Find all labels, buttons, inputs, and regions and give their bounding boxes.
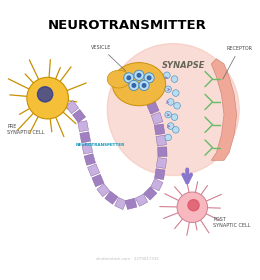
Circle shape: [167, 99, 174, 105]
Circle shape: [164, 72, 170, 79]
Text: POST
SYNAPTIC CELL: POST SYNAPTIC CELL: [213, 217, 251, 228]
Circle shape: [144, 73, 154, 83]
Circle shape: [167, 123, 174, 129]
Text: shutterstock.com · 2279017315: shutterstock.com · 2279017315: [96, 257, 159, 261]
Circle shape: [165, 86, 172, 93]
Circle shape: [147, 76, 151, 80]
Polygon shape: [115, 197, 127, 209]
Circle shape: [127, 76, 131, 80]
Circle shape: [37, 87, 53, 102]
Polygon shape: [151, 113, 163, 124]
Circle shape: [27, 77, 68, 119]
Circle shape: [142, 84, 146, 87]
Polygon shape: [92, 174, 104, 187]
Ellipse shape: [112, 63, 166, 106]
Circle shape: [188, 200, 199, 211]
Polygon shape: [125, 198, 137, 209]
Circle shape: [165, 134, 172, 141]
Polygon shape: [156, 158, 167, 168]
Polygon shape: [211, 59, 237, 160]
Polygon shape: [82, 143, 93, 154]
Circle shape: [107, 44, 239, 176]
Circle shape: [171, 76, 178, 82]
Polygon shape: [158, 147, 167, 157]
Text: RECEPTOR: RECEPTOR: [223, 46, 252, 79]
Polygon shape: [154, 124, 165, 135]
Circle shape: [174, 102, 180, 109]
Polygon shape: [73, 109, 86, 123]
Circle shape: [171, 114, 178, 120]
Polygon shape: [88, 164, 100, 176]
Polygon shape: [156, 135, 166, 146]
Text: PRE
SYNAPTIC CELL: PRE SYNAPTIC CELL: [7, 124, 44, 136]
Circle shape: [124, 73, 134, 83]
Polygon shape: [78, 121, 88, 132]
Text: SYNAPSE: SYNAPSE: [162, 61, 205, 70]
FancyArrowPatch shape: [183, 169, 191, 182]
Polygon shape: [66, 101, 79, 114]
Polygon shape: [97, 184, 110, 197]
Circle shape: [139, 80, 149, 90]
Text: VESICLE: VESICLE: [91, 45, 126, 71]
Circle shape: [129, 80, 139, 90]
Circle shape: [134, 70, 144, 80]
Circle shape: [132, 84, 136, 87]
Circle shape: [172, 90, 179, 96]
Polygon shape: [84, 154, 95, 165]
Polygon shape: [135, 194, 148, 206]
Text: NEUROTRANSMITTER: NEUROTRANSMITTER: [76, 143, 125, 147]
Circle shape: [165, 111, 172, 118]
Polygon shape: [154, 169, 165, 179]
Text: NEUROTRANSMITTER: NEUROTRANSMITTER: [48, 20, 207, 32]
Ellipse shape: [107, 70, 130, 88]
Polygon shape: [80, 132, 90, 143]
Circle shape: [177, 192, 207, 223]
Polygon shape: [151, 179, 163, 191]
Circle shape: [137, 74, 141, 77]
Polygon shape: [144, 187, 157, 200]
Circle shape: [172, 127, 179, 133]
Polygon shape: [105, 191, 118, 204]
Polygon shape: [147, 102, 159, 114]
